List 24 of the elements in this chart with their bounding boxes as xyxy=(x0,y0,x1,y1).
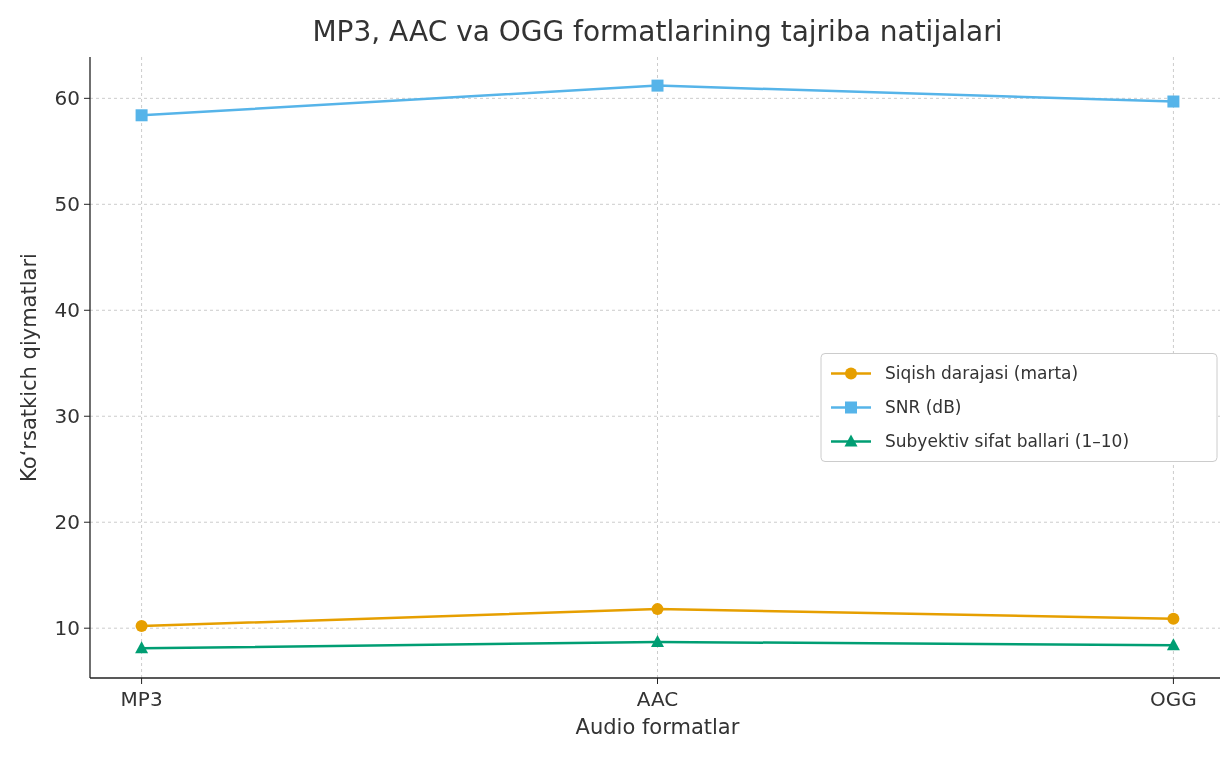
chart-title: MP3, AAC va OGG formatlarining tajriba natijalari xyxy=(312,15,1003,48)
y-tick-label: 60 xyxy=(54,86,80,111)
legend-label: SNR (dB) xyxy=(885,397,962,418)
y-tick-label: 20 xyxy=(54,510,80,535)
y-tick-label: 30 xyxy=(54,404,80,429)
point xyxy=(1166,638,1180,651)
point xyxy=(135,620,148,633)
y-tick-label: 10 xyxy=(54,616,80,641)
x-tick-label: OGG xyxy=(1150,687,1197,711)
legend-label: Siqish darajasi (marta) xyxy=(885,363,1079,384)
point xyxy=(135,109,148,122)
point xyxy=(1167,612,1180,625)
x-tick-label: MP3 xyxy=(120,687,163,711)
legend-label: Subyektiv sifat ballari (1–10) xyxy=(885,431,1130,452)
point xyxy=(651,634,664,647)
x-axis-title: Audio formatlar xyxy=(575,715,740,739)
x-tick-label: AAC xyxy=(636,687,679,711)
point xyxy=(135,641,149,654)
point xyxy=(1167,95,1180,108)
y-axis-title: Ko‘rsatkich qiymatlari xyxy=(17,253,41,482)
y-tick-label: 40 xyxy=(54,298,80,323)
y-tick-label: 50 xyxy=(54,192,80,217)
point xyxy=(651,603,664,616)
point xyxy=(651,79,664,92)
